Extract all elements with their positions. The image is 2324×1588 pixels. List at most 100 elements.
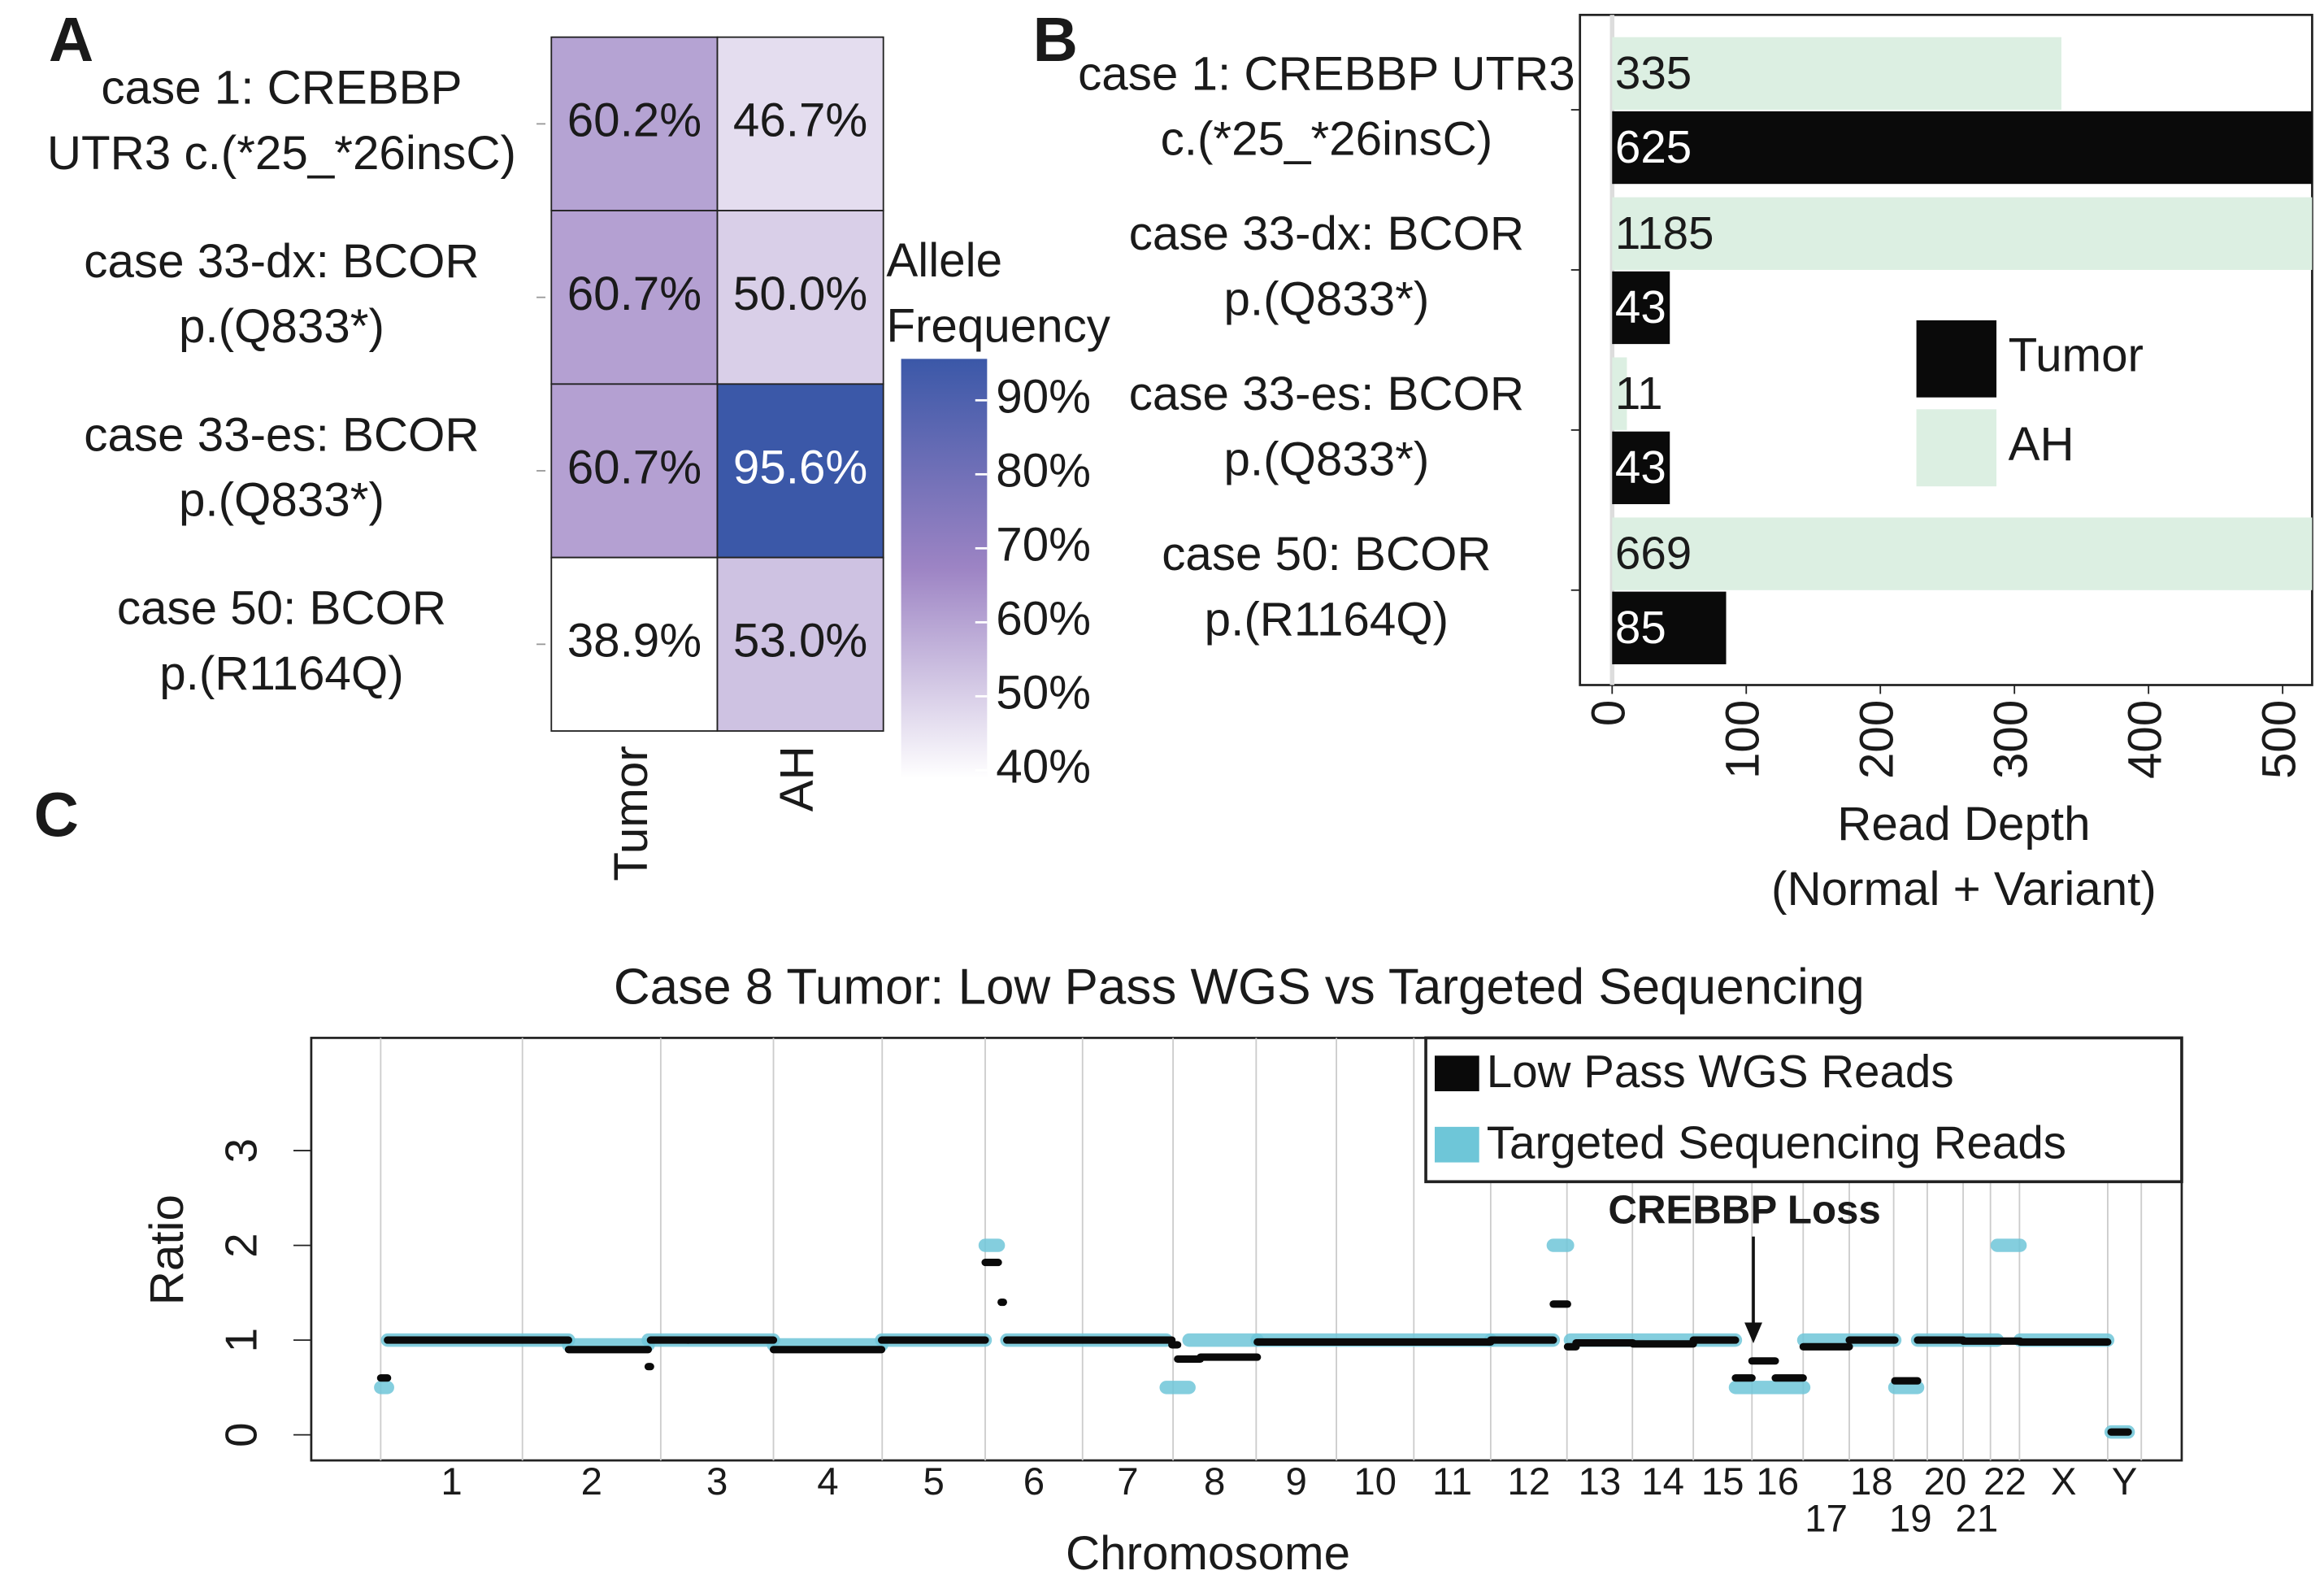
heat-cell — [716, 36, 884, 211]
row-label: case 50: BCOR — [117, 582, 446, 635]
x-axis-label: Chromosome — [1066, 1527, 1350, 1580]
bar — [1612, 271, 1670, 345]
legend-label: Targeted Sequencing Reads — [1487, 1116, 2066, 1168]
x-tick-label: 9 — [1286, 1460, 1307, 1503]
row-label: p.(Q833*) — [179, 474, 384, 527]
y-tick-label: 1 — [215, 1328, 266, 1352]
bar — [1612, 111, 2313, 185]
row-label: p.(Q833*) — [179, 300, 384, 353]
row-label: case 1: CREBBP — [101, 62, 462, 115]
x-tick-label: 400 — [2119, 700, 2172, 779]
bar — [1612, 431, 1670, 505]
cell-label: 53.0% — [733, 615, 867, 668]
x-tick-label: 10 — [1353, 1460, 1397, 1503]
x-tick-label: 100 — [1717, 700, 1770, 779]
heat-cell — [716, 210, 884, 385]
x-tick-label: 0 — [1583, 700, 1635, 726]
colorbar-title: Frequency — [886, 299, 1110, 352]
row-label: case 33-dx: BCOR — [84, 235, 479, 288]
legend-swatch — [1434, 1055, 1479, 1092]
x-tick-label: 15 — [1701, 1460, 1744, 1503]
x-tick-label: 20 — [1924, 1460, 1967, 1503]
legend-swatch — [1916, 409, 1997, 487]
category-label: case 33-dx: BCOR — [1129, 207, 1524, 260]
x-tick-label: 6 — [1023, 1460, 1045, 1503]
x-tick-label: 5 — [923, 1460, 944, 1503]
arrow-head — [1744, 1322, 1762, 1344]
colorbar-tick-label: 80% — [996, 445, 1091, 498]
colorbar-title: Allele — [886, 234, 1002, 287]
x-tick-label: 22 — [1983, 1460, 2026, 1503]
panel-label: B — [1033, 6, 1078, 75]
category-label: p.(Q833*) — [1223, 433, 1429, 485]
x-tick-label: 17 — [1805, 1497, 1848, 1540]
legend-swatch — [1916, 320, 1997, 398]
bar-label: 85 — [1615, 602, 1666, 653]
cell-label: 95.6% — [733, 441, 867, 494]
x-tick-label: 4 — [817, 1460, 838, 1503]
x-axis-label: (Normal + Variant) — [1771, 863, 2157, 916]
x-tick-label: 1 — [441, 1460, 462, 1503]
column-label: AH — [771, 746, 823, 811]
bar — [1612, 591, 1727, 664]
row-label: UTR3 c.(*25_*26insC) — [47, 127, 516, 180]
panel-c: C Case 8 Tumor: Low Pass WGS vs Targeted … — [34, 781, 2183, 1580]
bar-label: 335 — [1615, 47, 1692, 98]
category-label: p.(R1164Q) — [1205, 593, 1449, 646]
heat-cell — [550, 556, 719, 732]
row-label: p.(R1164Q) — [159, 647, 403, 700]
colorbar-tick-label: 40% — [996, 741, 1091, 794]
cell-label: 38.9% — [567, 615, 702, 668]
bar-label: 669 — [1615, 528, 1692, 579]
chart-title: Case 8 Tumor: Low Pass WGS vs Targeted S… — [614, 959, 1865, 1015]
colorbar — [901, 359, 988, 779]
x-tick-label: X — [2051, 1460, 2077, 1503]
legend-label: AH — [2009, 418, 2074, 471]
panel-label: C — [34, 781, 79, 851]
y-axis-label: Ratio — [141, 1194, 193, 1305]
bar-label: 43 — [1615, 442, 1666, 493]
bar — [1612, 37, 2061, 111]
cell-label: 60.7% — [567, 441, 702, 494]
x-tick-label: 3 — [706, 1460, 728, 1503]
x-tick-label: 19 — [1889, 1497, 1932, 1540]
x-tick-label: 14 — [1641, 1460, 1684, 1503]
bars — [1612, 37, 2313, 664]
x-tick-label: 18 — [1850, 1460, 1893, 1503]
x-tick-label: 500 — [2253, 700, 2306, 779]
colorbar-tick-label: 50% — [996, 667, 1091, 720]
column-label: Tumor — [605, 746, 658, 881]
x-axis-label: Read Depth — [1837, 798, 2090, 851]
x-tick-label: 12 — [1507, 1460, 1550, 1503]
bar-label: 43 — [1615, 281, 1666, 333]
bar-label: 625 — [1615, 121, 1692, 172]
x-tick-label: 8 — [1204, 1460, 1225, 1503]
x-tick-label: 200 — [1851, 700, 1904, 779]
panel-label: A — [49, 6, 93, 75]
row-label: case 33-es: BCOR — [84, 408, 479, 461]
x-tick-label: 21 — [1956, 1497, 1999, 1540]
y-tick-label: 3 — [215, 1138, 266, 1163]
legend-swatch — [1434, 1126, 1479, 1163]
category-label: case 50: BCOR — [1162, 528, 1491, 581]
bar — [1612, 357, 1627, 430]
x-tick-label: 2 — [581, 1460, 602, 1503]
category-label: c.(*25_*26insC) — [1161, 113, 1493, 166]
heat-cell — [716, 556, 884, 732]
cell-label: 50.0% — [733, 268, 867, 320]
y-tick-label: 2 — [215, 1233, 266, 1257]
bar-label: 11 — [1615, 368, 1663, 419]
category-label: case 33-es: BCOR — [1129, 368, 1524, 420]
bar — [1612, 197, 2313, 270]
colorbar-tick-label: 90% — [996, 371, 1091, 424]
category-label: p.(Q833*) — [1223, 272, 1429, 325]
legend-label: Tumor — [2009, 329, 2144, 382]
x-tick-label: 11 — [1432, 1460, 1472, 1503]
cell-label: 46.7% — [733, 94, 867, 147]
heat-cell — [550, 210, 719, 385]
legend-box — [1424, 1036, 2183, 1184]
cell-label: 60.7% — [567, 268, 702, 320]
